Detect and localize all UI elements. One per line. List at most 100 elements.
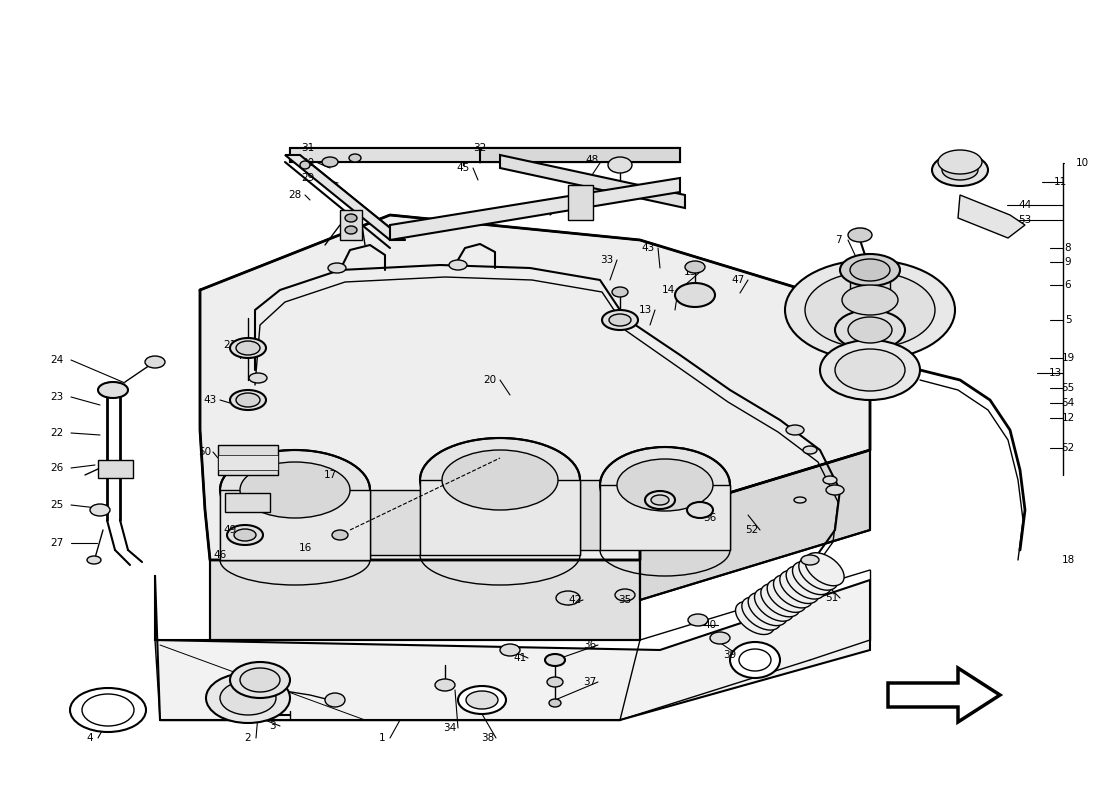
Ellipse shape: [755, 588, 793, 622]
Ellipse shape: [938, 150, 982, 174]
Text: 18: 18: [1062, 555, 1075, 565]
Ellipse shape: [803, 446, 817, 454]
Text: 45: 45: [456, 163, 470, 173]
Ellipse shape: [98, 382, 128, 398]
Ellipse shape: [458, 686, 506, 714]
Ellipse shape: [240, 668, 280, 692]
Ellipse shape: [324, 693, 345, 707]
Ellipse shape: [602, 310, 638, 330]
Ellipse shape: [767, 579, 806, 612]
Ellipse shape: [236, 393, 260, 407]
Ellipse shape: [87, 556, 101, 564]
Text: 50: 50: [198, 447, 211, 457]
Ellipse shape: [332, 530, 348, 540]
Text: 47: 47: [732, 275, 745, 285]
Ellipse shape: [234, 529, 256, 541]
Ellipse shape: [249, 373, 267, 383]
Text: 46: 46: [213, 550, 227, 560]
Text: 39: 39: [724, 650, 737, 660]
Text: 22: 22: [51, 428, 64, 438]
Text: 44: 44: [1019, 200, 1032, 210]
Text: 40: 40: [703, 620, 716, 630]
Text: 49: 49: [223, 525, 236, 535]
Polygon shape: [285, 155, 405, 240]
Ellipse shape: [688, 614, 708, 626]
Text: 7: 7: [835, 235, 842, 245]
Text: 24: 24: [51, 355, 64, 365]
Text: 36: 36: [583, 640, 596, 650]
Ellipse shape: [840, 254, 900, 286]
Polygon shape: [420, 480, 580, 555]
Ellipse shape: [230, 338, 266, 358]
Ellipse shape: [500, 644, 520, 656]
Ellipse shape: [801, 555, 820, 565]
Text: 10: 10: [1076, 158, 1089, 168]
Ellipse shape: [236, 341, 260, 355]
Text: 48: 48: [585, 155, 598, 165]
Ellipse shape: [850, 259, 890, 281]
Text: 9: 9: [1065, 257, 1071, 267]
Ellipse shape: [70, 688, 146, 732]
Text: 6: 6: [1065, 280, 1071, 290]
Text: 11: 11: [1054, 177, 1067, 187]
Ellipse shape: [741, 597, 781, 630]
Text: 16: 16: [298, 543, 311, 553]
Text: 3: 3: [268, 721, 275, 731]
Polygon shape: [155, 575, 870, 720]
Text: 26: 26: [51, 463, 64, 473]
Ellipse shape: [466, 691, 498, 709]
Text: 19: 19: [1062, 353, 1075, 363]
Ellipse shape: [82, 694, 134, 726]
Polygon shape: [220, 490, 370, 560]
Ellipse shape: [805, 553, 844, 586]
Text: 4: 4: [87, 733, 94, 743]
Text: 12: 12: [1062, 413, 1075, 423]
Ellipse shape: [826, 485, 844, 495]
Ellipse shape: [842, 285, 898, 315]
Ellipse shape: [220, 681, 276, 715]
Ellipse shape: [615, 589, 635, 601]
Ellipse shape: [780, 570, 818, 603]
Polygon shape: [218, 455, 278, 470]
Ellipse shape: [612, 287, 628, 297]
Text: 15: 15: [683, 267, 696, 277]
Ellipse shape: [434, 679, 455, 691]
Ellipse shape: [932, 154, 988, 186]
Ellipse shape: [820, 340, 920, 400]
Text: 20: 20: [483, 375, 496, 385]
Ellipse shape: [617, 459, 713, 511]
Ellipse shape: [645, 491, 675, 509]
Ellipse shape: [848, 317, 892, 343]
Text: 8: 8: [1065, 243, 1071, 253]
Ellipse shape: [688, 502, 713, 518]
Ellipse shape: [230, 662, 290, 698]
Ellipse shape: [549, 699, 561, 707]
Polygon shape: [200, 215, 870, 560]
Ellipse shape: [736, 602, 774, 634]
Ellipse shape: [848, 228, 872, 242]
Ellipse shape: [227, 525, 263, 545]
Ellipse shape: [547, 677, 563, 687]
Ellipse shape: [685, 261, 705, 273]
Text: 43: 43: [641, 243, 654, 253]
Ellipse shape: [420, 438, 580, 522]
Polygon shape: [600, 485, 730, 550]
Text: 33: 33: [601, 255, 614, 265]
Text: 56: 56: [703, 513, 716, 523]
Ellipse shape: [739, 649, 771, 671]
Text: 13: 13: [1048, 368, 1062, 378]
Text: 55: 55: [1062, 383, 1075, 393]
Text: 21: 21: [223, 340, 236, 350]
Ellipse shape: [328, 263, 346, 273]
Ellipse shape: [90, 504, 110, 516]
Text: 53: 53: [1019, 215, 1032, 225]
Text: 42: 42: [569, 595, 582, 605]
Polygon shape: [958, 195, 1025, 238]
Text: 43: 43: [204, 395, 217, 405]
Polygon shape: [640, 450, 870, 600]
Ellipse shape: [206, 673, 290, 723]
Ellipse shape: [230, 390, 266, 410]
Ellipse shape: [556, 591, 580, 605]
Polygon shape: [500, 155, 685, 208]
Text: 14: 14: [661, 285, 674, 295]
